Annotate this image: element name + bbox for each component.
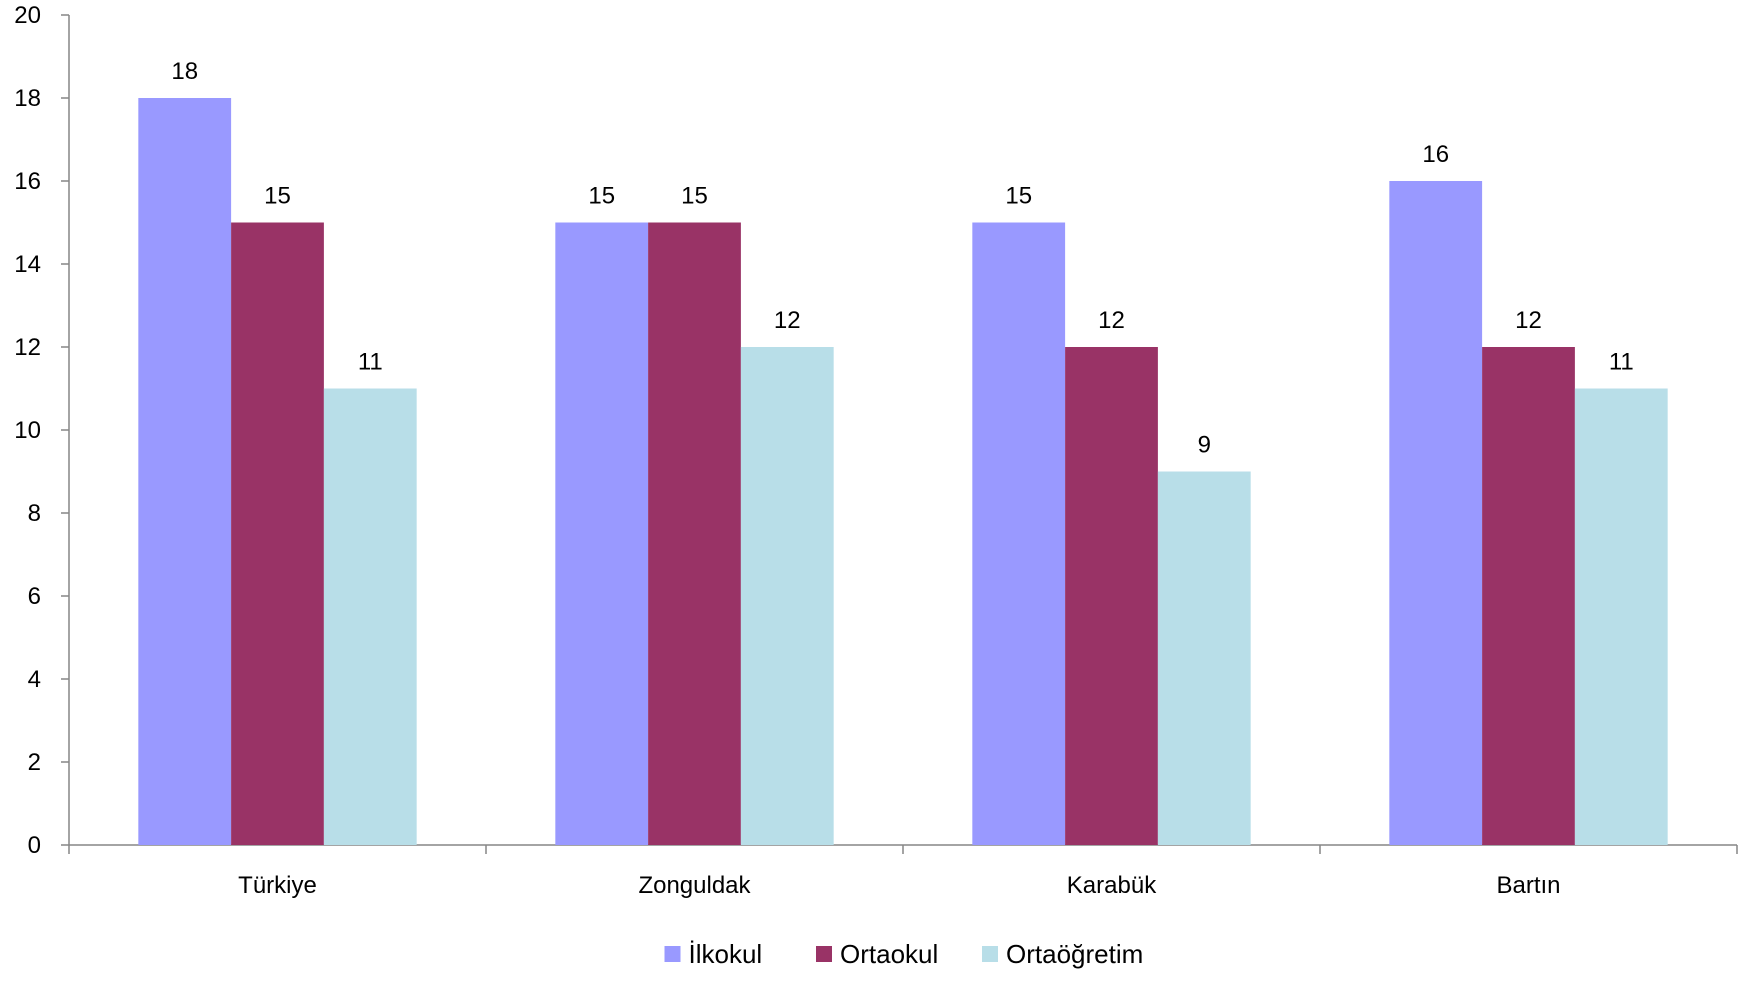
bar [323, 388, 417, 845]
y-tick-label: 0 [28, 832, 41, 859]
y-tick-label: 8 [28, 500, 41, 527]
data-labels: 18 15 11 15 15 12 15 12 9 16 12 11 [171, 58, 1633, 459]
legend-swatch [664, 946, 681, 962]
y-tick-label: 16 [14, 168, 41, 195]
data-label: 15 [1005, 183, 1032, 210]
y-axis: 0 2 4 6 8 10 12 14 16 18 20 [14, 2, 70, 859]
bar [1482, 347, 1575, 845]
bar [555, 222, 649, 845]
x-axis: Türkiye Zonguldak Karabük Bartın [68, 844, 1738, 899]
bars [138, 98, 1668, 845]
legend: İlkokul Ortaokul Ortaöğretim [664, 939, 1143, 969]
data-label: 15 [264, 183, 291, 210]
legend-item: İlkokul [664, 939, 763, 969]
data-label: 11 [1609, 349, 1634, 376]
y-tick-label: 4 [28, 666, 41, 693]
y-tick-label: 20 [14, 2, 41, 29]
data-label: 11 [358, 349, 383, 376]
y-tick-label: 10 [14, 417, 41, 444]
data-label: 18 [171, 58, 198, 85]
bar [648, 222, 741, 845]
bar [231, 222, 324, 845]
data-label: 16 [1422, 141, 1449, 168]
data-label: 12 [774, 307, 801, 334]
data-label: 15 [588, 183, 615, 210]
legend-swatch [982, 946, 998, 962]
legend-label: İlkokul [689, 939, 763, 969]
bar [1574, 388, 1668, 845]
bar [972, 222, 1066, 845]
y-tick-label: 6 [28, 583, 41, 610]
data-label: 12 [1098, 307, 1125, 334]
bar [1389, 181, 1483, 845]
x-tick-label: Türkiye [238, 872, 317, 899]
legend-label: Ortaokul [840, 939, 938, 969]
bar [138, 98, 232, 845]
data-label: 12 [1515, 307, 1542, 334]
x-tick-label: Bartın [1496, 872, 1560, 899]
y-tick-label: 18 [14, 85, 41, 112]
bar [740, 347, 834, 845]
legend-item: Ortaokul [816, 939, 938, 969]
legend-item: Ortaöğretim [982, 939, 1143, 969]
legend-swatch [816, 946, 832, 962]
x-tick-label: Karabük [1067, 872, 1157, 899]
y-tick-label: 12 [14, 334, 41, 361]
bar [1065, 347, 1158, 845]
data-label: 15 [681, 183, 708, 210]
y-tick-label: 2 [28, 749, 41, 776]
legend-label: Ortaöğretim [1006, 939, 1143, 969]
bar [1157, 471, 1251, 845]
x-tick-label: Zonguldak [638, 872, 751, 899]
data-label: 9 [1198, 432, 1211, 459]
y-tick-label: 14 [14, 251, 41, 278]
